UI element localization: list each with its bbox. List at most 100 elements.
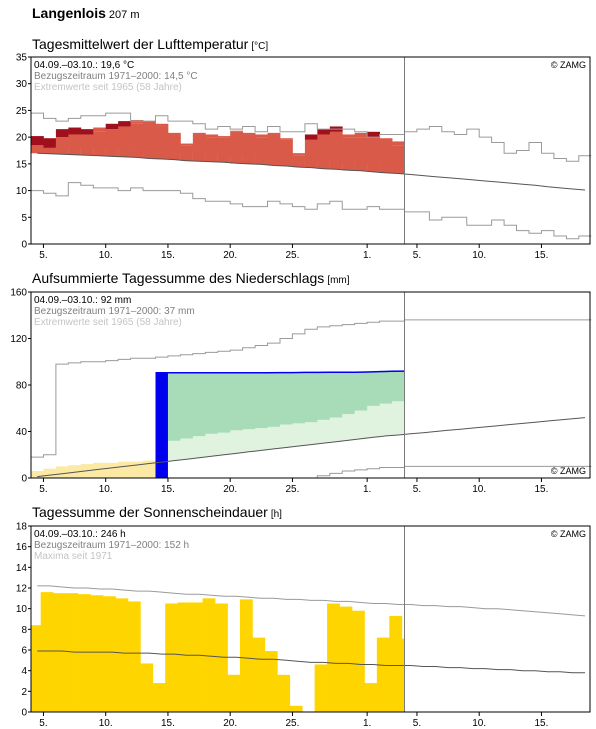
precipitation-xtick-label: 20. (223, 484, 237, 495)
precipitation-normal-line (37, 417, 586, 478)
temperature-xtick-label: 10. (99, 250, 113, 261)
sunshine-bar (227, 674, 241, 712)
temperature-record-min-line (31, 182, 592, 240)
sunshine-bar (215, 603, 228, 712)
precipitation-normal-band-bar (217, 432, 231, 455)
temperature-observed-bar (242, 134, 256, 164)
sunshine-maxima-line (37, 585, 586, 617)
temperature-ytick-label: 30 (16, 79, 28, 90)
precipitation-excess-bar (354, 371, 368, 411)
precipitation-excess-bar (180, 372, 194, 439)
precipitation-xtick-label: 10. (472, 484, 486, 495)
temperature-ytick-label: 15 (16, 159, 28, 170)
precipitation-xtick-label: 5. (413, 484, 421, 495)
temperature-observed-bar (118, 126, 131, 157)
precipitation-legend-extremes: Extremwerte seit 1965 (58 Jahre) (34, 317, 182, 328)
precipitation-normal-band-bar (292, 423, 306, 447)
temperature-observed-bar (31, 145, 44, 154)
precipitation-dry-band-bar (118, 461, 131, 478)
precipitation-normal-band-bar (304, 422, 318, 445)
temperature-observed-bar (255, 137, 268, 165)
sunshine-bar (364, 683, 378, 712)
temperature-copyright: © ZAMG (551, 60, 586, 70)
temperature-observed-bar (292, 155, 306, 168)
precipitation-dry-band-bar (43, 468, 57, 478)
precipitation-legend-normal: Bezugszeitraum 1971–2000: 37 mm (34, 306, 195, 317)
precipitation-chart-title: Aufsummierte Tagessumme des Niederschlag… (32, 270, 350, 286)
temperature-record-bar (205, 134, 219, 138)
precipitation-excess-bar (217, 372, 231, 433)
sunshine-ytick-label: 0 (21, 708, 27, 719)
precipitation-excess-bar (280, 372, 293, 425)
temperature-ytick-label: 10 (16, 186, 28, 197)
precipitation-excess-bar (329, 372, 343, 418)
temperature-xtick-label: 1. (363, 250, 371, 261)
temperature-record-bar (192, 132, 206, 135)
precipitation-copyright: © ZAMG (551, 466, 586, 476)
sunshine-xtick-label: 5. (39, 718, 47, 729)
sunshine-ytick-label: 12 (16, 584, 28, 595)
precipitation-chart: 0 40 80 120 160 5. 10. 15. 20. 25. 1. 5. 10. 15. 04.09… (10, 288, 592, 495)
temperature-record-bar (242, 132, 256, 135)
temperature-observed-bar (155, 126, 169, 160)
precipitation-normal-band-bar (192, 436, 206, 458)
temperature-record-bar (379, 138, 393, 143)
temperature-record-bar (342, 134, 356, 138)
sunshine-legend-extremes: Maxima seit 1971 (34, 551, 113, 562)
temperature-ytick-label: 25 (16, 106, 28, 117)
sunshine-ytick-label: 14 (16, 563, 28, 574)
temperature-observed-bar (167, 134, 181, 160)
precipitation-excess-bar (267, 372, 281, 427)
precipitation-normal-band-bar (317, 419, 331, 444)
precipitation-unit: [mm] (327, 275, 350, 286)
temperature-xtick-label: 15. (534, 250, 548, 261)
temperature-ytick-label: 5 (21, 213, 27, 224)
sunshine-chart: 0 2 4 6 8 10 12 14 16 18 5. 10. 15. 20. 25. 1. 5. 10. 15. 0… (16, 522, 591, 729)
precipitation-normal-band-bar (255, 428, 268, 451)
sunshine-bar (190, 602, 203, 712)
temperature-record-max-line (31, 112, 592, 162)
precipitation-excess-bar (192, 372, 206, 437)
temperature-xtick-label: 25. (285, 250, 299, 261)
sunshine-ytick-label: 10 (16, 604, 28, 615)
sunshine-title-text: Tagessumme der Sonnenscheindauer (32, 504, 268, 520)
precipitation-normal-band-bar (280, 424, 293, 448)
temperature-chart-title: Tagesmittelwert der Lufttemperatur [°C] (32, 36, 268, 52)
temperature-unit: [°C] (251, 41, 269, 52)
temperature-observed-bar (192, 134, 206, 162)
sunshine-ytick-label: 18 (16, 522, 28, 533)
sunshine-bar (351, 610, 365, 712)
precipitation-plot-frame (30, 291, 591, 479)
temperature-observed-bar (143, 121, 156, 159)
temperature-plot-frame (30, 56, 591, 245)
temperature-record-bar (255, 134, 268, 138)
sunshine-normal-line (37, 650, 585, 674)
temperature-record-bar (68, 127, 82, 135)
sunshine-bar (277, 674, 291, 712)
temperature-record-bar (304, 134, 318, 140)
temperature-record-bar (367, 131, 380, 138)
temperature-title-text: Tagesmittelwert der Lufttemperatur (32, 36, 249, 52)
precipitation-excess-bar (292, 372, 306, 424)
sunshine-bar (239, 599, 253, 712)
precipitation-excess-bar (230, 372, 244, 431)
temperature-observed-bar (80, 134, 94, 156)
temperature-xtick-label: 15. (161, 250, 175, 261)
precipitation-observed-line (155, 370, 405, 374)
precipitation-excess-bar (242, 372, 256, 430)
sunshine-bar (78, 594, 91, 712)
sunshine-bar (339, 606, 353, 712)
temperature-xtick-label: 10. (472, 250, 486, 261)
sunshine-xtick-label: 15. (161, 718, 175, 729)
station-altitude: 207 m (108, 9, 140, 21)
temperature-record-bar (354, 132, 368, 138)
precipitation-legend-observed: 04.09.–03.10.: 92 mm (34, 295, 131, 306)
temperature-record-bar (55, 129, 69, 138)
sunshine-bar (314, 664, 328, 712)
temperature-xtick-label: 20. (223, 250, 237, 261)
precipitation-excess-bar (167, 372, 181, 441)
precipitation-heavy-rain-bar (155, 372, 168, 478)
sunshine-bar (289, 705, 303, 712)
temperature-record-bar (31, 136, 44, 146)
sunshine-xtick-label: 5. (413, 718, 421, 729)
